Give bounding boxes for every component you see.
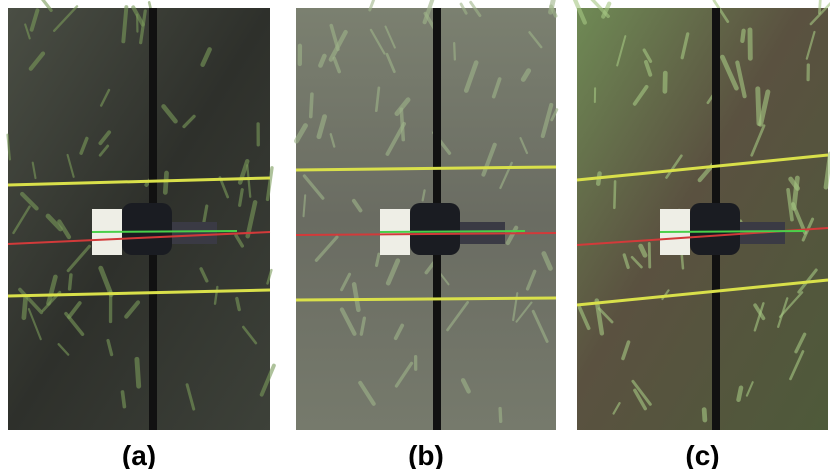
leaf: [165, 173, 166, 192]
robot-body: [410, 203, 460, 255]
leaf: [819, 0, 820, 13]
panel-caption: (b): [408, 440, 444, 469]
photo-panel: [8, 0, 274, 430]
panel-caption: (c): [685, 440, 719, 469]
leaf: [311, 94, 312, 116]
leaf: [704, 410, 705, 420]
leaf: [742, 31, 743, 41]
green-line: [380, 231, 525, 232]
yellow-line: [296, 298, 556, 300]
robot-body: [690, 203, 740, 255]
leaf: [500, 409, 501, 422]
leaf: [401, 109, 403, 139]
green-line: [92, 231, 237, 232]
leaf: [758, 89, 759, 124]
leaf: [24, 296, 26, 317]
robot-arm: [172, 222, 217, 244]
leaf: [237, 299, 239, 310]
leaf: [454, 43, 455, 59]
leaf: [70, 275, 71, 289]
leaf: [551, 0, 554, 12]
leaf: [739, 388, 741, 400]
green-line: [660, 231, 805, 232]
robot-body: [122, 203, 172, 255]
photo-panel: [296, 0, 557, 430]
panel-caption: (a): [122, 440, 156, 469]
leaf: [122, 392, 124, 407]
leaf: [614, 181, 615, 207]
leaf: [137, 359, 139, 386]
photo-panel: [572, 0, 830, 430]
figure: (a) (b) (c): [0, 0, 830, 469]
